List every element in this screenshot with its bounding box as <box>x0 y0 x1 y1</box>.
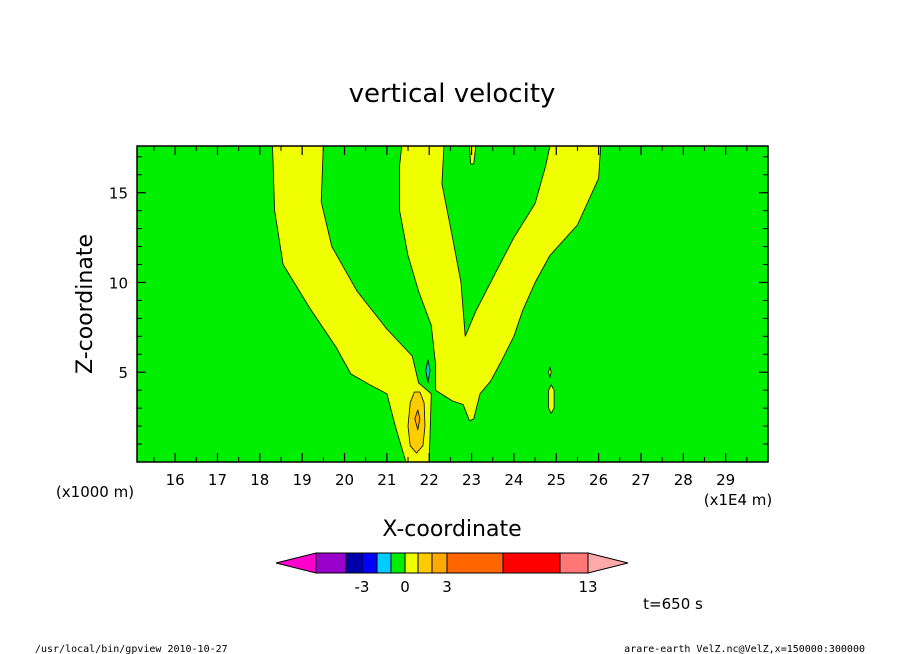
y-tick-label: 10 <box>109 274 128 292</box>
chart-title: vertical velocity <box>349 79 556 109</box>
x-tick-label: 25 <box>547 471 566 489</box>
plot-frame <box>136 145 769 463</box>
colorbar-tick-label: 3 <box>442 578 452 596</box>
colorbar <box>275 552 629 574</box>
colorbar-cell <box>417 552 433 574</box>
colorbar-cell <box>361 552 378 574</box>
contour-regions <box>272 145 602 463</box>
x-tick-label: 19 <box>293 471 312 489</box>
colorbar-cell <box>315 552 347 574</box>
z-unit-label: (x1000 m) <box>56 483 134 501</box>
colorbar-cell <box>446 552 504 574</box>
x-axis-ticks: 16 17 18 19 20 21 22 23 24 25 26 27 28 29 <box>153 146 748 489</box>
footer-right: arare-earth_VelZ.nc@VelZ,x=150000:300000 <box>624 644 865 654</box>
colorbar-cell <box>345 552 363 574</box>
x-tick-label: 29 <box>716 471 735 489</box>
x-tick-label: 17 <box>208 471 227 489</box>
x-tick-label: 26 <box>589 471 608 489</box>
colorbar-tick-labels: -3 0 3 13 <box>355 578 598 596</box>
x-tick-label: 22 <box>420 471 439 489</box>
y-tick-label: 5 <box>118 364 128 382</box>
x-tick-label: 18 <box>250 471 269 489</box>
colorbar-cell <box>404 552 419 574</box>
x-tick-label: 24 <box>504 471 523 489</box>
x-axis-label: X-coordinate <box>382 517 521 542</box>
colorbar-cell <box>502 552 561 574</box>
central-updraft-band <box>399 145 602 422</box>
y-axis-ticks: 5 10 15 <box>109 156 768 445</box>
x-tick-label: 23 <box>462 471 481 489</box>
footer-left: /usr/local/bin/gpview 2010-10-27 <box>35 644 228 654</box>
x-tick-label: 16 <box>166 471 185 489</box>
colorbar-cell <box>390 552 406 574</box>
colorbar-cell <box>431 552 448 574</box>
time-label: t=650 s <box>643 595 703 613</box>
colorbar-cell <box>376 552 392 574</box>
x-tick-label: 27 <box>631 471 650 489</box>
y-tick-label: 15 <box>109 185 128 203</box>
x-tick-label: 21 <box>377 471 396 489</box>
right-small-updraft-2 <box>548 366 552 379</box>
y-axis-label: Z-coordinate <box>73 234 98 374</box>
colorbar-cell <box>275 552 317 574</box>
colorbar-cell <box>559 552 589 574</box>
core-updraft-inner <box>414 409 421 431</box>
x-tick-label: 28 <box>674 471 693 489</box>
x-tick-label: 20 <box>335 471 354 489</box>
colorbar-tick-label: 13 <box>578 578 597 596</box>
colorbar-tick-label: 0 <box>400 578 410 596</box>
small-downdraft <box>425 359 431 384</box>
colorbar-cell <box>587 552 629 574</box>
x-unit-label: (x1E4 m) <box>704 491 773 509</box>
colorbar-tick-label: -3 <box>355 578 370 596</box>
right-small-updraft <box>548 384 555 414</box>
